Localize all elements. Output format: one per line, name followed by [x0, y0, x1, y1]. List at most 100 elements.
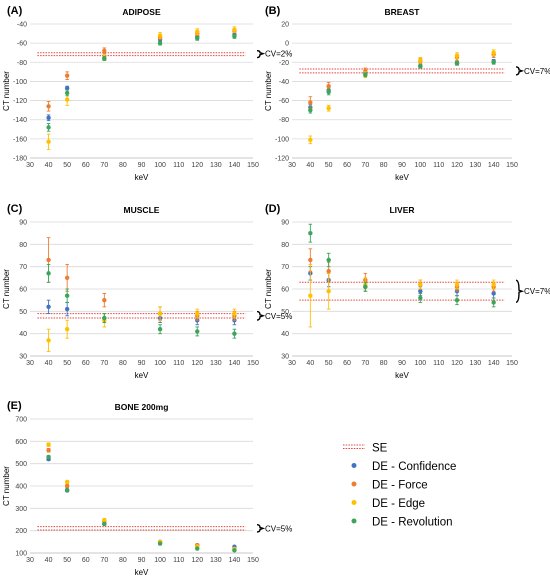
x-tick-label: 100 [414, 360, 426, 367]
cv-bracket [515, 279, 525, 303]
x-tick-label: 130 [469, 162, 481, 169]
legend-swatch-force [351, 481, 357, 487]
data-point-edge [418, 282, 423, 287]
x-tick-label: 80 [380, 360, 388, 367]
data-point-edge [64, 327, 70, 332]
x-tick-label: 100 [154, 162, 166, 169]
cv-bracket [256, 523, 266, 533]
x-tick-label: 150 [506, 162, 518, 169]
data-point-edge [195, 29, 200, 34]
x-tick-label: 130 [210, 162, 222, 169]
x-axis-title: keV [135, 173, 149, 182]
x-tick-label: 100 [414, 162, 426, 169]
data-point-revolution [363, 284, 368, 289]
data-point-confidence [491, 291, 496, 296]
y-tick-label: -160 [13, 136, 27, 143]
y-tick-label: 300 [15, 506, 27, 513]
y-tick-label: -60 [279, 98, 289, 105]
x-tick-label: 140 [488, 360, 500, 367]
data-point-edge [454, 282, 460, 287]
x-tick-label: 150 [247, 360, 259, 367]
data-point-revolution [102, 521, 107, 527]
x-axis-title: keV [135, 371, 149, 380]
chart-panel-1: (A) ADIPOSE -180 -160 -140 -120 -100 -80 -60 -40 3… [2, 5, 292, 182]
y-tick-label: 90 [19, 220, 27, 227]
data-point-revolution [232, 548, 237, 553]
x-tick-label: 70 [100, 360, 108, 367]
data-point-revolution [491, 60, 496, 65]
chart-panel-3: (C) MUSCLE 30 40 50 60 70 80 90 30 40 50 60 70 80 90 100… [2, 203, 292, 380]
data-point-revolution [102, 315, 107, 321]
cv-bracket [515, 66, 525, 76]
y-tick-label: 200 [15, 528, 27, 535]
legend: SE DE - Confidence DE - Force DE - Edge DE -… [343, 443, 456, 529]
y-tick-label: 50 [281, 309, 289, 316]
x-tick-label: 40 [45, 360, 53, 367]
data-point-force [46, 104, 51, 109]
x-tick-label: 30 [26, 162, 34, 169]
data-point-revolution [363, 72, 368, 77]
data-point-edge [326, 106, 331, 111]
x-tick-label: 40 [45, 162, 53, 169]
x-tick-label: 40 [45, 557, 53, 564]
chart-title: BONE 200mg [115, 402, 169, 412]
x-tick-label: 90 [398, 360, 406, 367]
y-tick-label: -140 [13, 117, 27, 124]
y-tick-label: 70 [281, 264, 289, 271]
data-point-revolution [326, 257, 331, 263]
data-point-revolution [418, 295, 423, 301]
cv-label: CV=2% [265, 50, 292, 59]
data-point-edge [232, 27, 237, 32]
x-tick-label: 110 [173, 360, 184, 367]
x-tick-label: 130 [210, 360, 222, 367]
y-tick-label: 60 [281, 287, 289, 294]
legend-swatch-confidence [351, 463, 357, 468]
data-point-revolution [308, 107, 313, 113]
panel-label: (C) [7, 203, 23, 215]
x-tick-label: 60 [82, 557, 90, 564]
x-tick-label: 110 [433, 360, 444, 367]
data-point-revolution [326, 89, 331, 95]
data-point-revolution [308, 230, 313, 236]
y-axis-title: CT number [2, 71, 11, 111]
x-tick-label: 110 [173, 557, 184, 564]
data-point-confidence [64, 85, 70, 91]
x-tick-label: 140 [229, 360, 241, 367]
data-point-edge [195, 311, 200, 316]
data-point-edge [157, 311, 163, 316]
y-tick-label: 80 [281, 242, 289, 249]
chart-title: BREAST [385, 7, 421, 17]
legend-label-confidence: DE - Confidence [372, 461, 456, 473]
cv-bracket [256, 50, 266, 59]
y-tick-label: 500 [15, 461, 27, 468]
panel-label: (A) [7, 5, 23, 17]
data-point-edge [418, 58, 423, 63]
x-tick-label: 150 [247, 557, 259, 564]
y-tick-label: -40 [279, 79, 289, 86]
data-point-force [308, 100, 313, 105]
data-point-edge [491, 282, 496, 287]
chart-panel-4: (D) LIVER 30 40 50 60 70 80 90 30 40 50 60 70 80 90 100 1… [264, 203, 550, 380]
y-tick-label: 60 [19, 287, 27, 294]
x-tick-label: 140 [229, 162, 241, 169]
x-tick-label: 90 [138, 360, 146, 367]
x-tick-label: 100 [154, 557, 166, 564]
data-point-revolution [46, 271, 51, 276]
x-tick-label: 120 [191, 162, 203, 169]
data-point-force [64, 73, 70, 78]
data-point-revolution [232, 34, 237, 39]
y-tick-label: 30 [19, 354, 27, 361]
data-point-revolution [157, 541, 163, 546]
data-point-edge [454, 53, 460, 58]
y-tick-label: -80 [279, 117, 289, 124]
y-tick-label: 400 [15, 484, 27, 491]
y-tick-label: 40 [19, 331, 27, 338]
data-point-force [46, 257, 51, 263]
data-point-revolution [157, 327, 163, 332]
y-axis-title: CT number [264, 269, 273, 309]
data-point-edge [46, 338, 51, 343]
y-tick-label: 100 [15, 551, 27, 558]
data-point-edge [64, 97, 70, 102]
x-tick-label: 70 [361, 360, 369, 367]
data-point-edge [308, 293, 313, 298]
